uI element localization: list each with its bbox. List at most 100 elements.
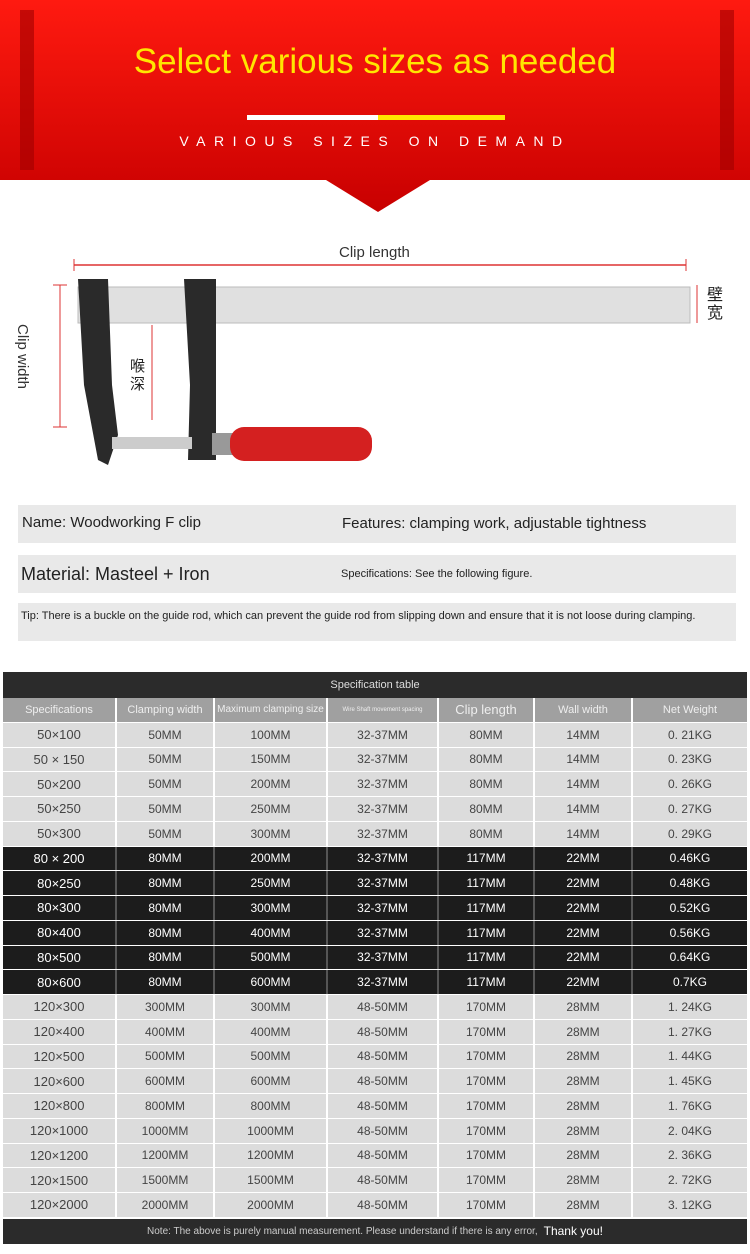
table-cell: 50×200 <box>3 772 117 796</box>
table-cell: 48-50MM <box>328 1143 439 1168</box>
table-cell: 170MM <box>439 1019 535 1044</box>
table-cell: 32-37MM <box>328 970 439 994</box>
product-specs: Specifications: See the following figure… <box>341 568 533 580</box>
table-cell: 28MM <box>535 1044 633 1069</box>
table-cell: 120×500 <box>3 1044 117 1069</box>
table-cell: 1000MM <box>215 1118 328 1143</box>
table-cell: 80MM <box>439 821 535 846</box>
table-cell: 0. 23KG <box>667 752 713 767</box>
table-cell: 80MM <box>439 722 535 747</box>
table-cell: 1. 27KG <box>667 1024 713 1039</box>
table-cell: 1. 45KG <box>667 1074 713 1089</box>
table-cell: 0. 29KG <box>667 826 713 841</box>
table-row: 50×200 50MM 200MM 32-37MM 80MM 14MM 0. 26KG <box>3 772 747 797</box>
info-row-2: Material: Masteel + Iron Specifications:… <box>18 555 736 593</box>
table-cell: 28MM <box>535 1193 633 1217</box>
table-cell: 170MM <box>439 1168 535 1192</box>
table-cell: 22MM <box>535 846 633 871</box>
column-header: Wall width <box>535 698 633 722</box>
table-cell: 117MM <box>439 945 535 970</box>
clip-width-label: Clip width <box>14 323 32 390</box>
table-cell: 117MM <box>439 846 535 871</box>
product-features: Features: clamping work, adjustable tigh… <box>342 515 647 532</box>
table-cell: 32-37MM <box>328 722 439 747</box>
table-cell: 2. 72KG <box>667 1173 713 1188</box>
table-cell: 50×100 <box>3 722 117 747</box>
table-cell: 80×500 <box>3 945 117 970</box>
spec-table: Specification table Specifications Clampi… <box>3 672 747 1244</box>
table-cell: 0.46KG <box>669 851 711 866</box>
table-cell: 120×600 <box>3 1069 117 1093</box>
table-cell: 50×300 <box>3 821 117 846</box>
table-cell: 28MM <box>535 1143 633 1168</box>
table-cell: 1000MM <box>117 1118 215 1143</box>
product-name: Name: Woodworking F clip <box>22 514 201 531</box>
note-text: Note: The above is purely manual measure… <box>147 1225 538 1237</box>
table-cell: 0. 26KG <box>667 777 713 792</box>
table-cell: 28MM <box>535 1168 633 1192</box>
table-cell: 80×250 <box>3 871 117 895</box>
table-cell: 2. 04KG <box>667 1123 713 1138</box>
table-cell: 600MM <box>117 1069 215 1093</box>
table-cell: 32-37MM <box>328 821 439 846</box>
info-row-1: Name: Woodworking F clip Features: clamp… <box>18 505 736 543</box>
table-cell: 500MM <box>215 945 328 970</box>
table-cell: 600MM <box>215 970 328 994</box>
table-cell: 1500MM <box>117 1168 215 1192</box>
table-cell: 170MM <box>439 1143 535 1168</box>
table-row: 50×100 50MM 100MM 32-37MM 80MM 14MM 0. 21KG <box>3 722 747 748</box>
table-cell: 22MM <box>535 871 633 895</box>
table-cell: 3. 12KG <box>667 1197 713 1212</box>
table-cell: 170MM <box>439 1193 535 1217</box>
table-cell: 14MM <box>535 722 633 747</box>
table-cell: 32-37MM <box>328 920 439 945</box>
table-cell: 22MM <box>535 970 633 994</box>
wall-width-label: 壁宽 <box>707 287 724 322</box>
table-cell: 117MM <box>439 871 535 895</box>
table-cell: 80MM <box>117 945 215 970</box>
table-row: 50×300 50MM 300MM 32-37MM 80MM 14MM 0. 29KG <box>3 821 747 847</box>
table-cell: 0. 21KG <box>667 727 713 742</box>
column-header: Specifications <box>3 698 117 722</box>
table-cell: 80MM <box>117 970 215 994</box>
column-header: Clip length <box>439 698 535 722</box>
table-cell: 22MM <box>535 896 633 920</box>
table-cell: 28MM <box>535 995 633 1019</box>
table-cell: 170MM <box>439 1118 535 1143</box>
table-cell: 400MM <box>215 1019 328 1044</box>
table-row: 120×400 400MM 400MM 48-50MM 170MM 28MM 1. 27KG <box>3 1019 747 1045</box>
table-cell: 300MM <box>117 995 215 1019</box>
table-cell: 32-37MM <box>328 945 439 970</box>
table-cell: 48-50MM <box>328 1069 439 1093</box>
table-note: Note: The above is purely manual measure… <box>3 1218 747 1244</box>
table-cell: 200MM <box>215 772 328 796</box>
table-cell: 50 × 150 <box>3 747 117 772</box>
table-cell: 14MM <box>535 797 633 821</box>
table-cell: 28MM <box>535 1019 633 1044</box>
table-cell: 120×1200 <box>3 1143 117 1168</box>
table-cell: 80MM <box>117 896 215 920</box>
table-cell: 300MM <box>215 896 328 920</box>
table-header-row: Specifications Clamping width Maximum clam… <box>3 698 747 723</box>
table-row: 80×300 80MM 300MM 32-37MM 117MM 22MM 0.52KG <box>3 896 747 921</box>
table-cell: 1. 44KG <box>667 1049 713 1064</box>
table-cell: 117MM <box>439 896 535 920</box>
table-cell: 600MM <box>215 1069 328 1093</box>
thanks-text: Thank you! <box>543 1224 603 1239</box>
table-cell: 80×300 <box>3 896 117 920</box>
table-cell: 120×2000 <box>3 1193 117 1217</box>
table-cell: 2. 36KG <box>667 1148 713 1163</box>
table-row: 50 × 150 50MM 150MM 32-37MM 80MM 14MM 0. 23KG <box>3 747 747 773</box>
table-cell: 32-37MM <box>328 797 439 821</box>
tip-text: Tip: There is a buckle on the guide rod,… <box>18 603 736 641</box>
table-cell: 170MM <box>439 995 535 1019</box>
table-cell: 117MM <box>439 920 535 945</box>
table-cell: 200MM <box>215 846 328 871</box>
table-cell: 500MM <box>215 1044 328 1069</box>
table-cell: 120×1000 <box>3 1118 117 1143</box>
table-cell: 50MM <box>117 722 215 747</box>
table-cell: 2000MM <box>215 1193 328 1217</box>
table-cell: 48-50MM <box>328 1019 439 1044</box>
table-cell: 48-50MM <box>328 1168 439 1192</box>
table-cell: 400MM <box>215 920 328 945</box>
